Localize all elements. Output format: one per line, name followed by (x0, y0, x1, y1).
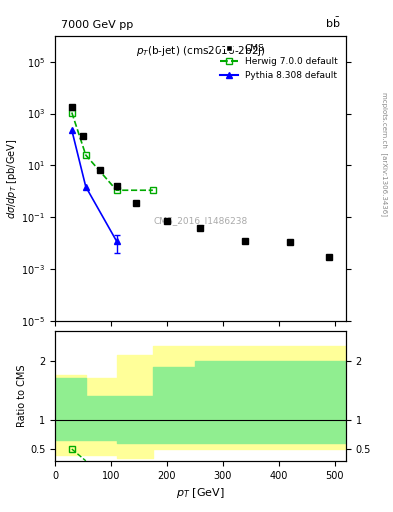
Text: b$\bar{\rm b}$: b$\bar{\rm b}$ (325, 16, 340, 30)
Y-axis label: $d\sigma/dp_T$ [pb/GeV]: $d\sigma/dp_T$ [pb/GeV] (5, 138, 18, 219)
Text: 7000 GeV pp: 7000 GeV pp (61, 20, 133, 30)
Text: mcplots.cern.ch  [arXiv:1306.3436]: mcplots.cern.ch [arXiv:1306.3436] (381, 92, 388, 216)
X-axis label: $p_T$ [GeV]: $p_T$ [GeV] (176, 486, 225, 500)
Legend: CMS, Herwig 7.0.0 default, Pythia 8.308 default: CMS, Herwig 7.0.0 default, Pythia 8.308 … (216, 40, 342, 83)
Y-axis label: Ratio to CMS: Ratio to CMS (17, 365, 27, 428)
Text: CMS_2016_I1486238: CMS_2016_I1486238 (153, 217, 248, 226)
Text: $p_T$(b-jet) (cms2016-2b2j): $p_T$(b-jet) (cms2016-2b2j) (136, 45, 265, 58)
